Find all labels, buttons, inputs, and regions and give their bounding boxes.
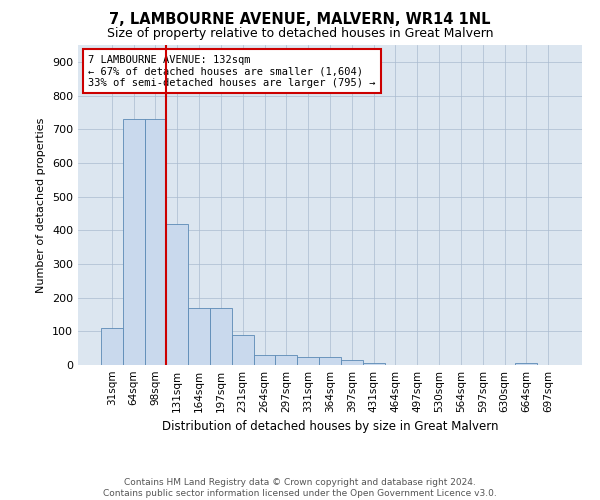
Bar [210,308,232,365]
X-axis label: Distribution of detached houses by size in Great Malvern: Distribution of detached houses by size … [162,420,498,434]
Bar [275,355,297,365]
Bar [188,308,210,365]
Bar [363,364,385,365]
Text: Contains HM Land Registry data © Crown copyright and database right 2024.
Contai: Contains HM Land Registry data © Crown c… [103,478,497,498]
Text: 7 LAMBOURNE AVENUE: 132sqm
← 67% of detached houses are smaller (1,604)
33% of s: 7 LAMBOURNE AVENUE: 132sqm ← 67% of deta… [88,54,376,88]
Bar [166,224,188,365]
Bar [515,364,537,365]
Bar [123,119,145,365]
Bar [297,356,319,365]
Bar [254,355,275,365]
Bar [319,356,341,365]
Bar [101,328,123,365]
Text: 7, LAMBOURNE AVENUE, MALVERN, WR14 1NL: 7, LAMBOURNE AVENUE, MALVERN, WR14 1NL [109,12,491,28]
Y-axis label: Number of detached properties: Number of detached properties [37,118,46,292]
Bar [232,334,254,365]
Bar [145,119,166,365]
Text: Size of property relative to detached houses in Great Malvern: Size of property relative to detached ho… [107,28,493,40]
Bar [341,360,363,365]
